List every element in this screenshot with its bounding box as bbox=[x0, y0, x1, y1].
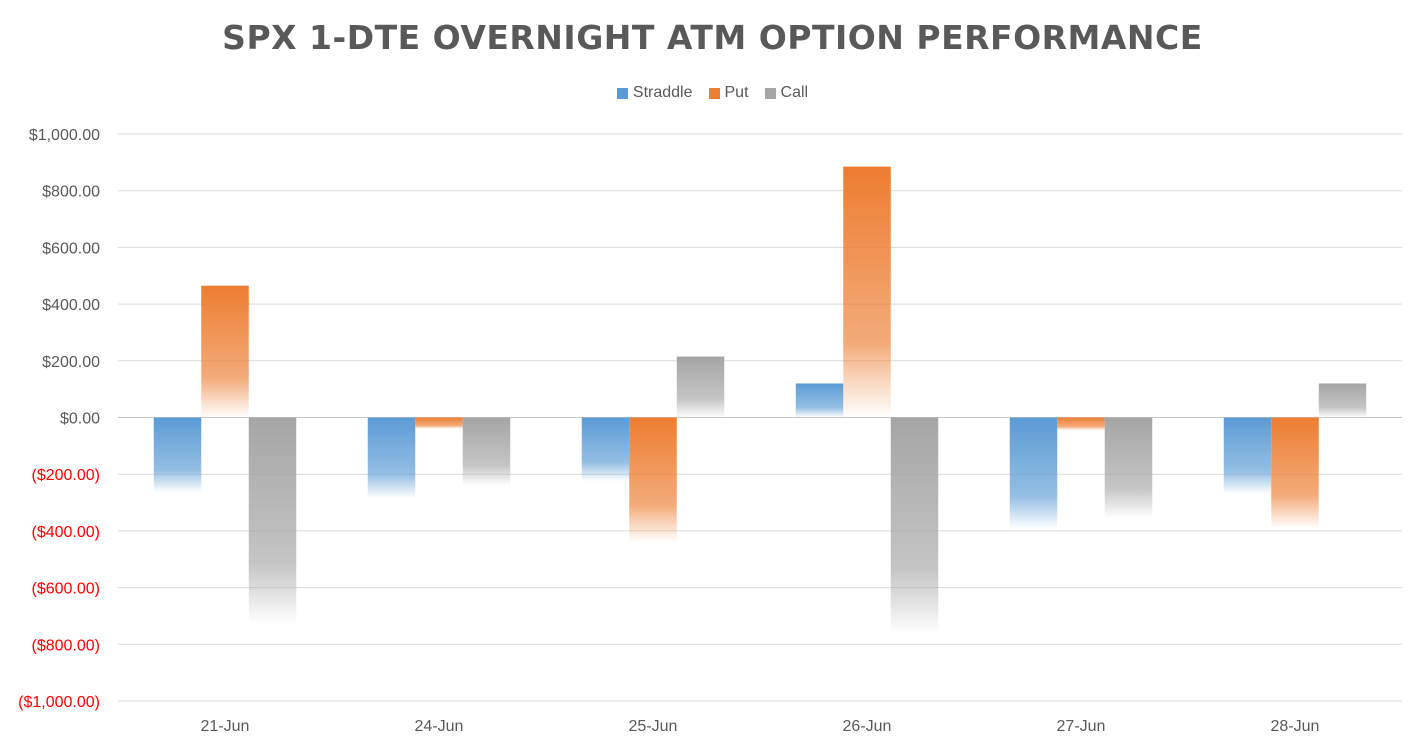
bar-straddle-26-jun bbox=[795, 383, 844, 418]
y-tick-label: $1,000.00 bbox=[29, 127, 100, 144]
y-tick-label: ($200.00) bbox=[32, 467, 101, 484]
y-tick-label: $0.00 bbox=[60, 411, 100, 428]
bar-put-28-jun bbox=[1271, 417, 1319, 529]
y-tick-label: $800.00 bbox=[42, 184, 100, 201]
bar-put-24-jun bbox=[415, 417, 463, 429]
y-tick-label: $600.00 bbox=[42, 240, 100, 257]
y-tick-label: $200.00 bbox=[42, 354, 100, 371]
bar-put-26-jun bbox=[843, 166, 891, 418]
x-tick-label: 21-Jun bbox=[201, 718, 250, 735]
y-tick-label: $400.00 bbox=[42, 297, 100, 314]
x-tick-label: 28-Jun bbox=[1271, 718, 1320, 735]
legend-item-call: Call bbox=[764, 84, 809, 102]
legend: Straddle Put Call bbox=[0, 84, 1425, 102]
bar-straddle-21-jun bbox=[153, 417, 202, 493]
legend-label-straddle: Straddle bbox=[632, 84, 693, 101]
bar-call-26-jun bbox=[890, 417, 939, 635]
legend-label-call: Call bbox=[780, 84, 809, 101]
bar-straddle-25-jun bbox=[581, 417, 630, 482]
x-tick-label: 24-Jun bbox=[415, 718, 464, 735]
chart-title: SPX 1-DTE OVERNIGHT ATM OPTION PERFORMAN… bbox=[222, 18, 1203, 57]
bar-call-27-jun bbox=[1104, 417, 1153, 519]
bar-put-27-jun bbox=[1057, 417, 1105, 431]
bar-call-21-jun bbox=[248, 417, 297, 625]
legend-item-put: Put bbox=[708, 84, 749, 102]
bar-straddle-28-jun bbox=[1223, 417, 1272, 495]
bar-straddle-27-jun bbox=[1009, 417, 1058, 530]
bar-call-24-jun bbox=[462, 417, 511, 486]
legend-swatch-put bbox=[708, 87, 720, 99]
bar-straddle-24-jun bbox=[367, 417, 416, 499]
bar-call-28-jun bbox=[1318, 383, 1367, 418]
legend-item-straddle: Straddle bbox=[616, 84, 693, 102]
y-tick-label: ($600.00) bbox=[32, 581, 101, 598]
y-tick-label: ($400.00) bbox=[32, 524, 101, 541]
x-tick-label: 27-Jun bbox=[1057, 718, 1106, 735]
legend-label-put: Put bbox=[724, 84, 749, 101]
x-tick-label: 25-Jun bbox=[629, 718, 678, 735]
bar-put-25-jun bbox=[629, 417, 677, 543]
bar-put-21-jun bbox=[201, 285, 249, 418]
x-tick-label: 26-Jun bbox=[843, 718, 892, 735]
bar-call-25-jun bbox=[676, 356, 725, 418]
legend-swatch-straddle bbox=[616, 87, 628, 99]
y-tick-label: ($800.00) bbox=[32, 637, 101, 654]
y-tick-label: ($1,000.00) bbox=[18, 694, 100, 711]
legend-swatch-call bbox=[764, 87, 776, 99]
